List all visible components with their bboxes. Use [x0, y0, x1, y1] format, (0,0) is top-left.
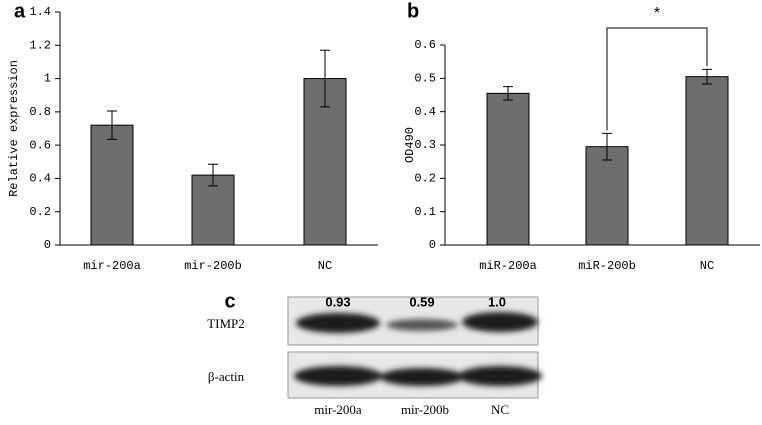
column-label: NC	[491, 402, 509, 417]
x-tick-label: mir-200a	[83, 259, 141, 273]
band	[458, 366, 542, 386]
y-tick-label: 0	[44, 238, 51, 252]
bar	[486, 92, 530, 246]
y-tick-label: 1	[44, 72, 51, 86]
x-tick-label: mir-200b	[184, 259, 242, 273]
y-axis-label: OD490	[403, 127, 417, 163]
y-tick-label: 1.2	[29, 38, 51, 52]
bar	[585, 146, 629, 246]
significance-bracket	[606, 27, 708, 131]
bar	[191, 174, 235, 246]
y-tick-label: 0.8	[29, 105, 51, 119]
y-tick-label: 0.2	[29, 205, 51, 219]
column-label: mir-200a	[314, 402, 362, 417]
bands	[294, 312, 542, 386]
quantity: 0.93	[325, 294, 350, 309]
quantity: 0.59	[409, 294, 434, 309]
annotation: *	[654, 5, 660, 22]
y-tick-label: 0.5	[414, 72, 436, 86]
y-tick-label: 0.4	[29, 172, 51, 186]
y-tick-label: 0	[429, 238, 436, 252]
y-tick-label: 0.6	[414, 38, 436, 52]
panel-label: b	[407, 0, 419, 22]
panel-label: c	[224, 290, 235, 312]
error-bar	[702, 68, 712, 85]
x-tick-label: miR-200b	[578, 259, 636, 273]
band	[380, 368, 464, 386]
y-tick-label: 1.4	[29, 5, 51, 19]
row-label: TIMP2	[207, 316, 245, 331]
x-tick-label: NC	[318, 259, 332, 273]
y-tick-label: 0.1	[414, 205, 436, 219]
bar	[90, 124, 134, 246]
band	[386, 319, 458, 331]
y-tick-label: 0.6	[29, 138, 51, 152]
blot-panel: c TIMP2 β-actin 0.93 0.59 1.0 mir-200a m…	[207, 290, 542, 417]
y-axis-label: Relative expression	[7, 60, 21, 197]
x-tick-label: miR-200a	[479, 259, 537, 273]
y-tick-label: 0.3	[414, 138, 436, 152]
band	[296, 313, 380, 333]
y-tick-label: 0.4	[414, 105, 436, 119]
column-label: mir-200b	[401, 402, 449, 417]
error-bar	[602, 132, 612, 161]
band	[294, 366, 382, 386]
y-tick-label: 0.2	[414, 172, 436, 186]
error-bar	[208, 163, 218, 187]
band	[462, 312, 538, 332]
error-bar	[503, 86, 513, 101]
x-tick-label: NC	[700, 259, 714, 273]
bar	[685, 76, 729, 246]
error-bar	[107, 110, 117, 140]
quantity: 1.0	[488, 294, 506, 309]
row-label: β-actin	[208, 369, 245, 384]
panel-label: a	[14, 0, 26, 22]
error-bar	[320, 49, 330, 108]
